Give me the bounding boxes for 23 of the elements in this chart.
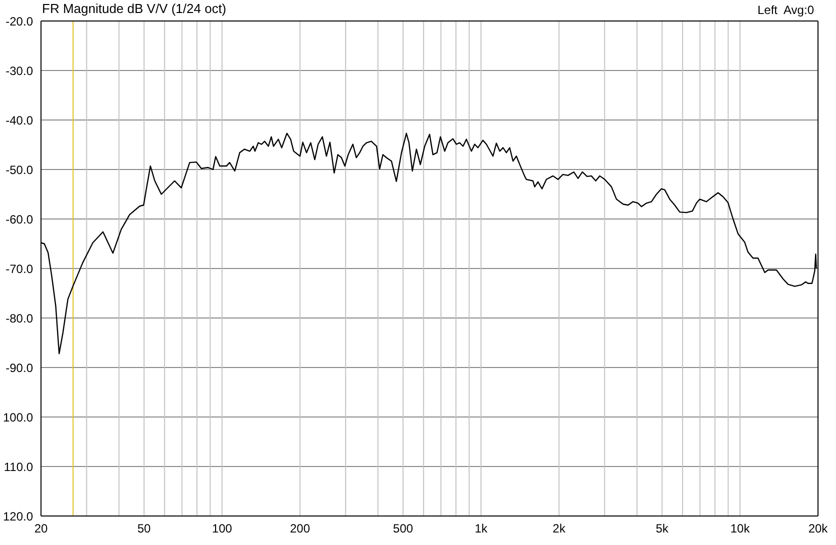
x-tick-label: 1k xyxy=(474,522,488,536)
y-tick-label: -70.0 xyxy=(6,262,34,276)
y-tick-label: -40.0 xyxy=(6,113,34,128)
x-tick-label: 500 xyxy=(393,522,414,536)
y-tick-label: 100.0 xyxy=(2,410,34,424)
x-tick-label: 10k xyxy=(730,522,751,536)
y-tick-label: -30.0 xyxy=(6,64,34,78)
y-tick-label: -80.0 xyxy=(6,311,34,326)
x-tick-label: 5k xyxy=(656,522,670,536)
x-tick-label: 100 xyxy=(212,522,232,536)
y-tick-label: -50.0 xyxy=(6,162,34,177)
text: Left Avg:0 xyxy=(758,3,814,17)
y-tick-label: 110.0 xyxy=(4,460,34,474)
x-tick-label: 20 xyxy=(34,522,48,536)
x-tick-label: 20k xyxy=(808,522,829,536)
x-tick-label: 200 xyxy=(290,522,310,536)
y-tick-label: -20.0 xyxy=(6,14,34,28)
y-tick-label: 120.0 xyxy=(2,509,34,524)
x-tick-label: 50 xyxy=(137,522,152,536)
x-tick-label: 2k xyxy=(552,522,566,536)
y-tick-label: -60.0 xyxy=(6,212,34,226)
chart-title: FR Magnitude dB V/V (1/24 oct) xyxy=(42,1,226,17)
y-tick-label: -90.0 xyxy=(6,360,34,375)
